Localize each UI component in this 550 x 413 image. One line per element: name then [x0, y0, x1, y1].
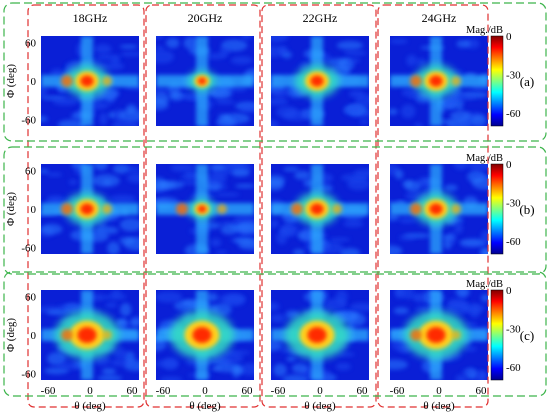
- heatmap-layer: [41, 35, 504, 381]
- y-axis-label: Φ (deg): [5, 64, 17, 98]
- x-axis-label: θ (deg): [304, 400, 336, 412]
- x-tick-label: 0: [317, 385, 323, 397]
- column-title: 24GHz: [422, 11, 457, 25]
- column-title: 18GHz: [73, 11, 108, 25]
- heatmap-panel-c-20GHz: [156, 290, 254, 380]
- y-tick-label: -60: [21, 369, 36, 381]
- heatmap-panel-c-18GHz: [41, 290, 139, 380]
- x-tick-label: -60: [156, 385, 171, 397]
- colorbar-tick-label: -60: [506, 108, 521, 120]
- column-title: 20GHz: [188, 11, 223, 25]
- colorbar-tick-label: -30: [506, 70, 521, 82]
- y-tick-label: 60: [25, 165, 37, 177]
- x-axis-label: θ (deg): [423, 400, 455, 412]
- x-tick-label: 60: [357, 385, 369, 397]
- colorbar-title: Mag./dB: [466, 279, 503, 290]
- colorbar-tick-label: -60: [506, 362, 521, 374]
- x-tick-label: -60: [390, 385, 405, 397]
- colorbar-tick-label: 0: [506, 285, 512, 297]
- colorbar-tick-label: -30: [506, 324, 521, 336]
- colorbar-c: [490, 289, 504, 381]
- heatmap-panel-c-22GHz: [271, 290, 369, 380]
- x-axis-label: θ (deg): [189, 400, 221, 412]
- column-group-box: [27, 4, 145, 408]
- x-tick-label: 0: [436, 385, 442, 397]
- colorbar-tick-label: 0: [506, 31, 512, 43]
- x-tick-label: 0: [87, 385, 93, 397]
- heatmap-panel-b-22GHz: [271, 164, 369, 254]
- colorbar-tick-label: -60: [506, 236, 521, 248]
- heatmap-panel-a-22GHz: [271, 36, 369, 126]
- y-tick-label: 60: [25, 37, 37, 49]
- column-group-box: [261, 4, 377, 408]
- colorbar-tick-label: -30: [506, 198, 521, 210]
- y-tick-label: -60: [21, 115, 36, 127]
- y-axis-label: Φ (deg): [5, 318, 17, 352]
- column-title: 22GHz: [303, 11, 338, 25]
- text-layer: Mag./dB0-30-60(a)Mag./dB0-30-60(b)Mag./d…: [5, 11, 535, 412]
- colorbar-tick-label: 0: [506, 159, 512, 171]
- column-group-box: [145, 4, 261, 408]
- colorbar-b: [490, 163, 504, 255]
- heatmap-panel-b-18GHz: [41, 164, 139, 254]
- x-tick-label: 60: [242, 385, 254, 397]
- heatmap-panel-a-18GHz: [41, 36, 139, 126]
- row-label: (b): [519, 202, 534, 217]
- panel-boxes: [3, 2, 547, 408]
- heatmap-panel-c-24GHz: [390, 290, 488, 380]
- column-group-box: [377, 4, 489, 408]
- y-tick-label: -60: [21, 243, 36, 255]
- heatmap-panel-a-24GHz: [390, 36, 488, 126]
- x-tick-label: -60: [271, 385, 286, 397]
- y-tick-label: 60: [25, 291, 37, 303]
- y-tick-label: 0: [31, 204, 37, 216]
- x-axis-label: θ (deg): [74, 400, 106, 412]
- x-tick-label: 0: [202, 385, 208, 397]
- y-tick-label: 0: [31, 76, 37, 88]
- row-group-box: [3, 2, 547, 142]
- y-tick-label: 0: [31, 330, 37, 342]
- colorbar-a: [490, 35, 504, 127]
- colorbar-title: Mag./dB: [466, 153, 503, 164]
- colorbar-title: Mag./dB: [466, 25, 503, 36]
- row-label: (c): [520, 328, 534, 343]
- heatmap-panel-a-20GHz: [156, 36, 254, 126]
- y-axis-label: Φ (deg): [5, 192, 17, 226]
- x-tick-label: 60: [127, 385, 139, 397]
- x-tick-label: -60: [41, 385, 56, 397]
- row-group-box: [3, 146, 547, 275]
- row-group-box: [3, 271, 547, 397]
- x-tick-label: 60: [476, 385, 488, 397]
- row-label: (a): [520, 74, 534, 89]
- heatmap-panel-b-24GHz: [390, 164, 488, 254]
- heatmap-panel-b-20GHz: [156, 164, 254, 254]
